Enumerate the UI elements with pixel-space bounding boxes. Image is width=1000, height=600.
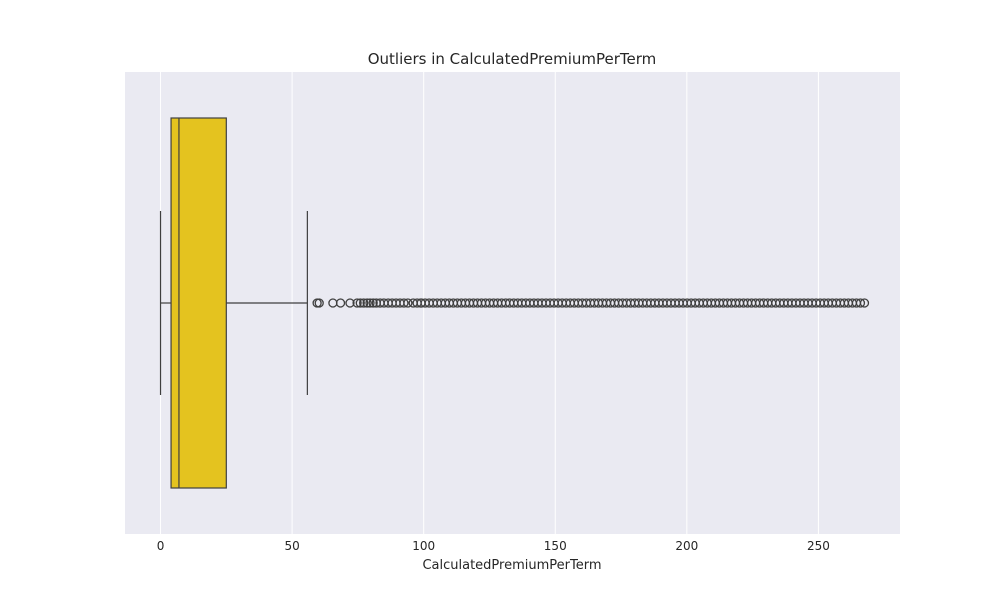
outlier-point	[314, 298, 324, 308]
x-tick-label: 150	[544, 539, 567, 553]
x-tick-label: 200	[675, 539, 698, 553]
x-axis-label: CalculatedPremiumPerTerm	[422, 558, 601, 573]
outlier-point	[365, 298, 375, 308]
outlier-points	[312, 298, 870, 308]
outlier-point	[403, 298, 413, 308]
outlier-point	[859, 298, 870, 308]
chart-title: Outliers in CalculatedPremiumPerTerm	[368, 50, 657, 68]
outlier-point	[368, 298, 378, 308]
x-tick-label: 0	[157, 539, 165, 553]
outlier-point	[399, 298, 409, 308]
x-tick-label: 100	[412, 539, 435, 553]
outlier-point	[345, 298, 355, 308]
outlier-point	[359, 298, 369, 308]
x-axis-ticks: 0 50 100 150 200 250	[157, 539, 830, 553]
outlier-point	[855, 298, 866, 308]
outlier-point	[335, 298, 346, 308]
outlier-point	[352, 298, 362, 308]
outlier-point	[355, 298, 365, 308]
outlier-point	[362, 298, 372, 308]
x-tick-label: 250	[807, 539, 830, 553]
x-tick-label: 50	[284, 539, 299, 553]
box-plot	[159, 117, 308, 489]
interquartile-box	[170, 117, 227, 489]
